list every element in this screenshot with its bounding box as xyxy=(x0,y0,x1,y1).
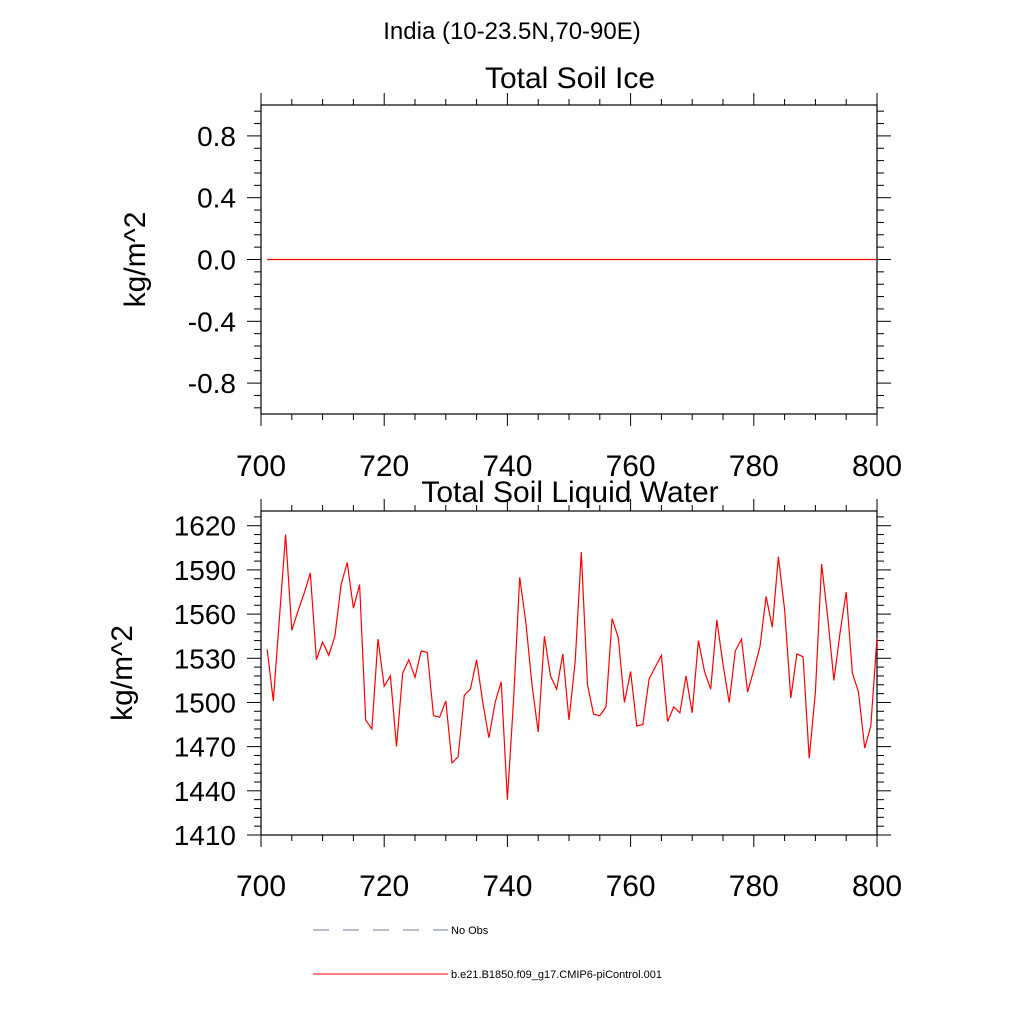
panel-title: Total Soil Ice xyxy=(485,62,655,95)
soil-liquid-water-panel: 700 720 740 760 780 800 1410 1440 1470 1500 1530 15… xyxy=(106,476,902,903)
x-tick-label: 700 xyxy=(236,450,286,483)
x-tick-label: 740 xyxy=(482,870,532,903)
x-tick-label: 760 xyxy=(606,870,656,903)
y-tick-label: 1410 xyxy=(174,820,236,851)
figure-title: India (10-23.5N,70-90E) xyxy=(383,18,641,45)
y-tick-label: 1500 xyxy=(174,687,236,718)
x-tick-label: 740 xyxy=(482,450,532,483)
y-tick-label: 0.0 xyxy=(197,245,236,276)
x-tick-label: 720 xyxy=(359,870,409,903)
y-tick-label: 0.8 xyxy=(197,121,236,152)
panel-title: Total Soil Liquid Water xyxy=(421,476,718,509)
x-tick-label: 760 xyxy=(606,450,656,483)
x-tick-label: 780 xyxy=(729,870,779,903)
y-tick-label: 1440 xyxy=(174,776,236,807)
plot-frame xyxy=(260,510,878,836)
y-tick-label: 0.4 xyxy=(197,183,236,214)
y-tick-label: 1590 xyxy=(174,555,236,586)
y-tick-label: 1470 xyxy=(174,732,236,763)
legend-label: b.e21.B1850.f09_g17.CMIP6-piControl.001 xyxy=(451,969,662,981)
y-tick-label: -0.4 xyxy=(188,306,236,337)
x-tick-label: 700 xyxy=(236,870,286,903)
x-tick-label: 800 xyxy=(852,450,902,483)
y-tick-label: 1560 xyxy=(174,599,236,630)
x-tick-label: 800 xyxy=(852,870,902,903)
legend: No Obs b.e21.B1850.f09_g17.CMIP6-piContro… xyxy=(313,925,662,981)
x-tick-label: 720 xyxy=(359,450,409,483)
y-tick-label: 1620 xyxy=(174,511,236,542)
legend-label: No Obs xyxy=(451,925,489,937)
soil-ice-panel: 700 720 740 760 780 800 -0.8 -0.4 0.0 0.4 0.8 Total… xyxy=(119,62,902,483)
y-axis-label: kg/m^2 xyxy=(106,625,139,721)
y-axis-label: kg/m^2 xyxy=(119,212,152,308)
y-tick-label: -0.8 xyxy=(188,368,236,399)
y-tick-label: 1530 xyxy=(174,643,236,674)
x-tick-label: 780 xyxy=(729,450,779,483)
series-line xyxy=(266,534,878,800)
